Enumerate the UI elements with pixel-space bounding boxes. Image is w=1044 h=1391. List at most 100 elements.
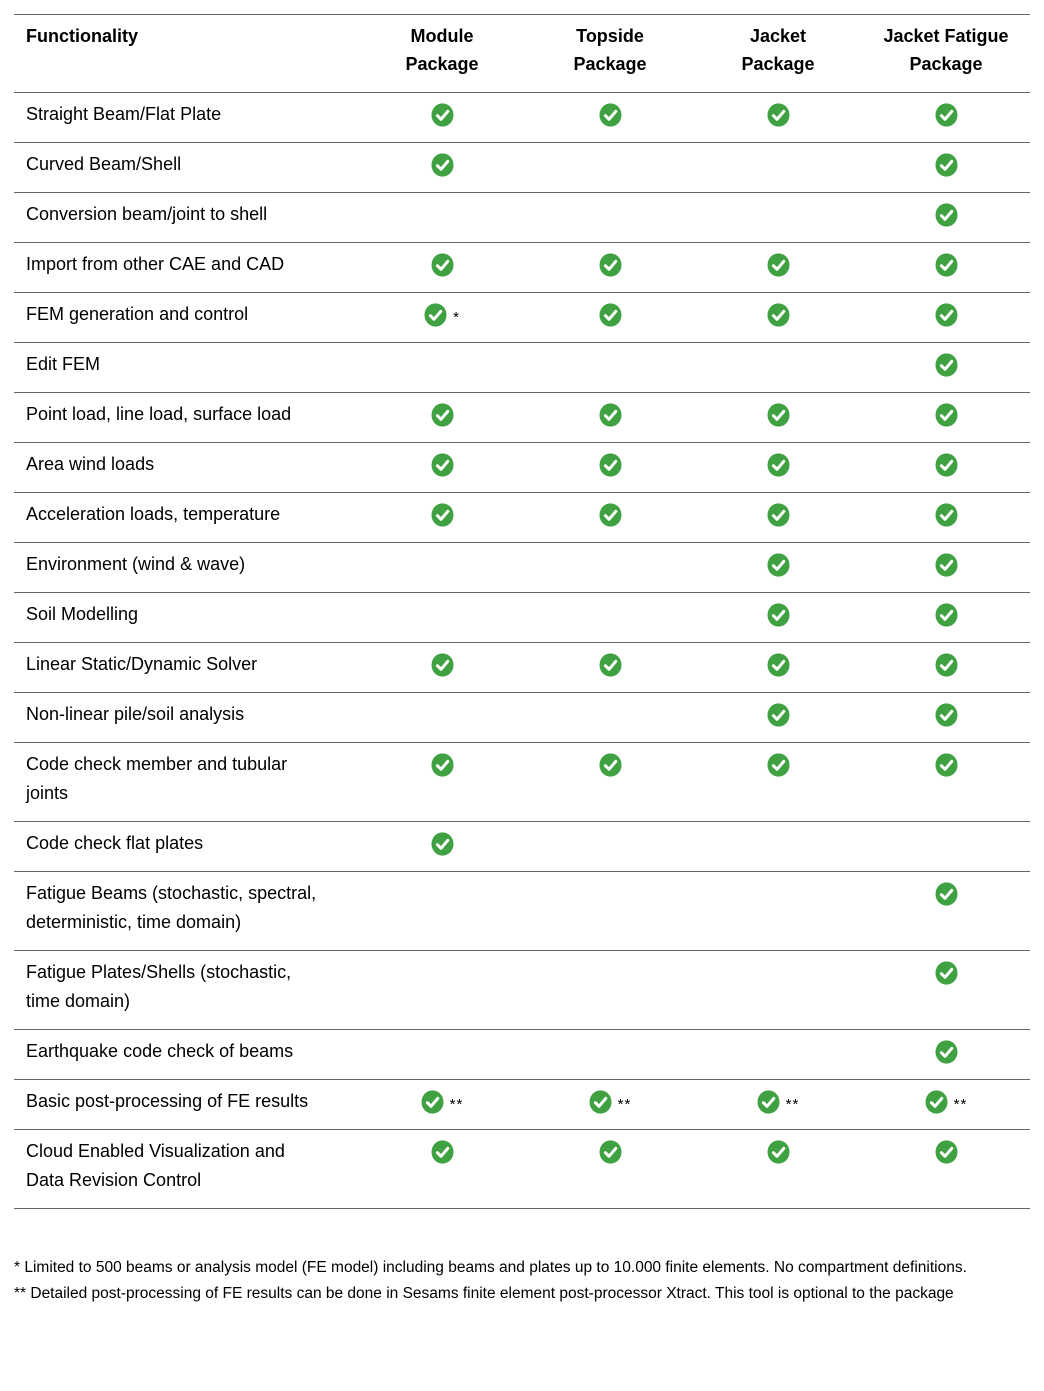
feature-cell-topside	[526, 600, 694, 629]
table-row: Earthquake code check of beams	[14, 1029, 1030, 1079]
feature-cell-jacket-fatigue	[862, 750, 1030, 779]
feature-cell-jacket	[694, 500, 862, 529]
check-icon	[767, 1139, 789, 1164]
feature-cell-topside	[526, 500, 694, 529]
feature-cell-jacket-fatigue	[862, 1137, 1030, 1166]
check-icon	[767, 602, 789, 627]
feature-cell-jacket	[694, 1137, 862, 1166]
feature-label: Point load, line load, surface load	[26, 404, 292, 424]
check-icon	[767, 452, 789, 477]
feature-label: Conversion beam/joint to shell	[26, 204, 268, 224]
feature-cell-jacket-fatigue	[862, 100, 1030, 129]
table-row: Import from other CAE and CAD	[14, 242, 1030, 292]
feature-cell-topside	[526, 879, 694, 908]
feature-cell-topside	[526, 829, 694, 858]
check-icon	[599, 652, 621, 677]
feature-cell-jacket-fatigue	[862, 500, 1030, 529]
feature-label: Environment (wind & wave)	[26, 554, 246, 574]
table-row: Cloud Enabled Visualization and Data Rev…	[14, 1129, 1030, 1208]
check-icon	[599, 302, 621, 327]
check-icon	[767, 502, 789, 527]
check-icon	[431, 252, 453, 277]
table-row: Area wind loads	[14, 442, 1030, 492]
feature-cell-jacket	[694, 700, 862, 729]
feature-cell-topside	[526, 350, 694, 379]
table-row: Environment (wind & wave)	[14, 542, 1030, 592]
table-row: Code check flat plates	[14, 821, 1030, 871]
feature-label: Code check flat plates	[26, 833, 204, 853]
feature-cell-jacket	[694, 1037, 862, 1066]
feature-label: Fatigue Plates/Shells (stochastic, time …	[26, 962, 292, 1011]
check-icon	[757, 1089, 780, 1114]
table-row: FEM generation and control *	[14, 292, 1030, 342]
feature-cell-jacket-fatigue	[862, 700, 1030, 729]
check-icon	[935, 452, 957, 477]
check-icon	[935, 152, 957, 177]
footnote-1: * Limited to 500 beams or analysis model…	[14, 1259, 967, 1276]
feature-cell-topside	[526, 1037, 694, 1066]
feature-cell-topside	[526, 250, 694, 279]
feature-cell-jacket-fatigue	[862, 300, 1030, 329]
check-icon	[925, 1089, 948, 1114]
feature-cell-module: *	[358, 300, 526, 329]
check-icon	[431, 831, 453, 856]
feature-cell-jacket	[694, 750, 862, 779]
feature-cell-jacket	[694, 300, 862, 329]
footnote-marker: **	[449, 1096, 464, 1113]
check-icon	[935, 652, 957, 677]
check-icon	[431, 152, 453, 177]
feature-label: Code check member and tubular joints	[26, 754, 288, 803]
table-row: Soil Modelling	[14, 592, 1030, 642]
feature-label: FEM generation and control	[26, 304, 249, 324]
feature-cell-jacket	[694, 829, 862, 858]
feature-cell-jacket-fatigue	[862, 350, 1030, 379]
feature-cell-jacket-fatigue	[862, 400, 1030, 429]
check-icon	[767, 302, 789, 327]
check-icon	[599, 1139, 621, 1164]
check-icon	[935, 252, 957, 277]
check-icon	[431, 402, 453, 427]
check-icon	[935, 552, 957, 577]
feature-cell-topside	[526, 400, 694, 429]
feature-cell-jacket	[694, 879, 862, 908]
table-row: Curved Beam/Shell	[14, 142, 1030, 192]
check-icon	[935, 960, 957, 985]
feature-cell-topside	[526, 200, 694, 229]
feature-cell-jacket-fatigue	[862, 250, 1030, 279]
check-icon	[935, 402, 957, 427]
feature-cell-jacket-fatigue	[862, 879, 1030, 908]
feature-cell-module	[358, 350, 526, 379]
feature-cell-module	[358, 879, 526, 908]
feature-cell-jacket	[694, 200, 862, 229]
feature-cell-jacket	[694, 150, 862, 179]
feature-cell-jacket	[694, 600, 862, 629]
feature-cell-module	[358, 958, 526, 987]
feature-cell-jacket-fatigue	[862, 200, 1030, 229]
check-icon	[431, 752, 453, 777]
table-header-row: Functionality Module Package Topside Pac…	[14, 14, 1030, 92]
feature-cell-jacket-fatigue	[862, 1037, 1030, 1066]
table-row: Edit FEM	[14, 342, 1030, 392]
table-row: Code check member and tubular joints	[14, 742, 1030, 821]
feature-cell-module	[358, 1137, 526, 1166]
table-row: Fatigue Beams (stochastic, spectral, det…	[14, 871, 1030, 950]
check-icon	[935, 702, 957, 727]
check-icon	[935, 881, 957, 906]
feature-cell-module: **	[358, 1087, 526, 1116]
footnote-marker: **	[785, 1096, 800, 1113]
check-icon	[935, 1139, 957, 1164]
feature-cell-jacket	[694, 450, 862, 479]
feature-label: Fatigue Beams (stochastic, spectral, det…	[26, 883, 317, 932]
feature-label: Straight Beam/Flat Plate	[26, 104, 222, 124]
feature-cell-jacket-fatigue	[862, 829, 1030, 858]
check-icon	[767, 102, 789, 127]
check-icon	[599, 102, 621, 127]
feature-label: Curved Beam/Shell	[26, 154, 182, 174]
table-row: Non-linear pile/soil analysis	[14, 692, 1030, 742]
feature-cell-jacket-fatigue	[862, 150, 1030, 179]
footnote-marker: **	[953, 1096, 968, 1113]
check-icon	[935, 502, 957, 527]
feature-cell-module	[358, 250, 526, 279]
table-row: Point load, line load, surface load	[14, 392, 1030, 442]
feature-cell-topside: **	[526, 1087, 694, 1116]
